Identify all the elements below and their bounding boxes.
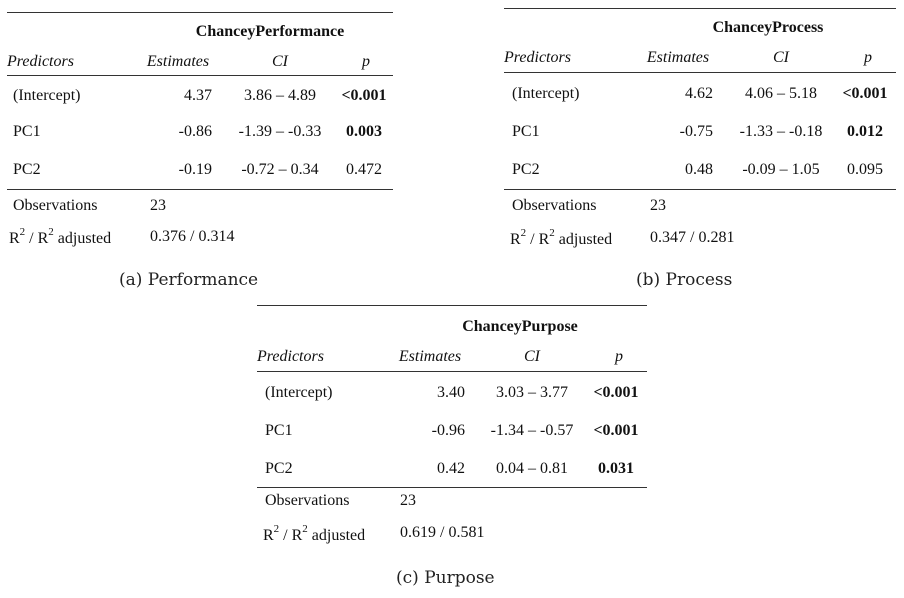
table-title: ChanceyProcess	[712, 19, 824, 36]
bottom-rule	[7, 189, 393, 190]
observations-value: 23	[150, 197, 166, 214]
row-p: 0.012	[847, 123, 883, 140]
row-ci: -0.09 – 1.05	[742, 161, 820, 178]
header-predictors: Predictors	[7, 53, 74, 70]
row-ci: 0.04 – 0.81	[496, 460, 568, 477]
row-ci: -0.72 – 0.34	[241, 161, 319, 178]
row-predictor: (Intercept)	[512, 85, 580, 102]
r2-label-text: adjusted	[558, 231, 613, 248]
header-estimates: Estimates	[146, 53, 210, 70]
row-ci: -1.39 – -0.33	[238, 123, 322, 140]
header-ci: CI	[272, 53, 288, 70]
row-p: <0.001	[341, 87, 387, 104]
caption-purpose: (c) Purpose	[396, 568, 495, 588]
row-p: <0.001	[842, 85, 888, 102]
header-rule	[504, 72, 896, 73]
header-p: p	[362, 53, 370, 70]
row-predictor: PC1	[265, 422, 293, 439]
row-p: 0.031	[598, 460, 634, 477]
bottom-rule	[504, 189, 896, 190]
row-p: 0.472	[346, 161, 382, 178]
observations-label: Observations	[512, 197, 597, 214]
header-predictors: Predictors	[257, 348, 324, 365]
row-estimate: -0.75	[679, 123, 713, 140]
top-rule	[7, 12, 393, 13]
header-p: p	[615, 348, 623, 365]
r2-value: 0.619 / 0.581	[400, 524, 485, 541]
row-p: <0.001	[593, 384, 639, 401]
row-estimate: -0.86	[178, 123, 212, 140]
table-title: ChanceyPurpose	[462, 318, 578, 335]
header-rule	[7, 75, 393, 76]
r2-label-text: adjusted	[311, 527, 366, 544]
row-predictor: PC1	[13, 123, 41, 140]
table-title: ChanceyPerformance	[195, 23, 345, 40]
bottom-rule	[257, 487, 647, 488]
row-p: <0.001	[593, 422, 639, 439]
header-ci: CI	[524, 348, 540, 365]
caption-performance: (a) Performance	[119, 270, 259, 290]
row-estimate: 3.40	[437, 384, 465, 401]
r2-label-text: adjusted	[57, 230, 112, 247]
observations-label: Observations	[13, 197, 98, 214]
row-estimate: 4.37	[184, 87, 212, 104]
header-ci: CI	[773, 49, 789, 66]
r2-label: R2 / R2 adjusted	[510, 226, 613, 248]
observations-value: 23	[400, 492, 416, 509]
row-ci: 3.03 – 3.77	[496, 384, 568, 401]
observations-label: Observations	[265, 492, 350, 509]
table-purpose: ChanceyPurpose Predictors Estimates CI p…	[257, 305, 647, 555]
header-predictors: Predictors	[504, 49, 571, 66]
row-ci: -1.34 – -0.57	[490, 422, 574, 439]
row-predictor: (Intercept)	[13, 87, 81, 104]
table-process: ChanceyProcess Predictors Estimates CI p…	[504, 8, 896, 252]
row-p: 0.003	[346, 123, 382, 140]
header-estimates: Estimates	[398, 348, 462, 365]
caption-process: (b) Process	[636, 270, 733, 290]
r2-value: 0.347 / 0.281	[650, 229, 735, 246]
row-estimate: 0.48	[685, 161, 713, 178]
row-ci: -1.33 – -0.18	[739, 123, 823, 140]
top-rule	[504, 8, 896, 9]
row-predictor: PC2	[512, 161, 540, 178]
row-p: 0.095	[847, 161, 883, 178]
header-rule	[257, 371, 647, 372]
r2-label: R2 / R2 adjusted	[9, 225, 112, 247]
row-predictor: PC2	[265, 460, 293, 477]
header-estimates: Estimates	[646, 49, 710, 66]
r2-value: 0.376 / 0.314	[150, 228, 235, 245]
table-performance: ChanceyPerformance Predictors Estimates …	[7, 12, 393, 252]
observations-value: 23	[650, 197, 666, 214]
row-ci: 4.06 – 5.18	[745, 85, 817, 102]
row-estimate: -0.19	[178, 161, 212, 178]
header-p: p	[864, 49, 872, 66]
row-estimate: 0.42	[437, 460, 465, 477]
row-ci: 3.86 – 4.89	[244, 87, 316, 104]
row-estimate: -0.96	[431, 422, 465, 439]
top-rule	[257, 305, 647, 306]
row-predictor: (Intercept)	[265, 384, 333, 401]
row-estimate: 4.62	[685, 85, 713, 102]
row-predictor: PC2	[13, 161, 41, 178]
r2-label: R2 / R2 adjusted	[263, 522, 366, 544]
row-predictor: PC1	[512, 123, 540, 140]
